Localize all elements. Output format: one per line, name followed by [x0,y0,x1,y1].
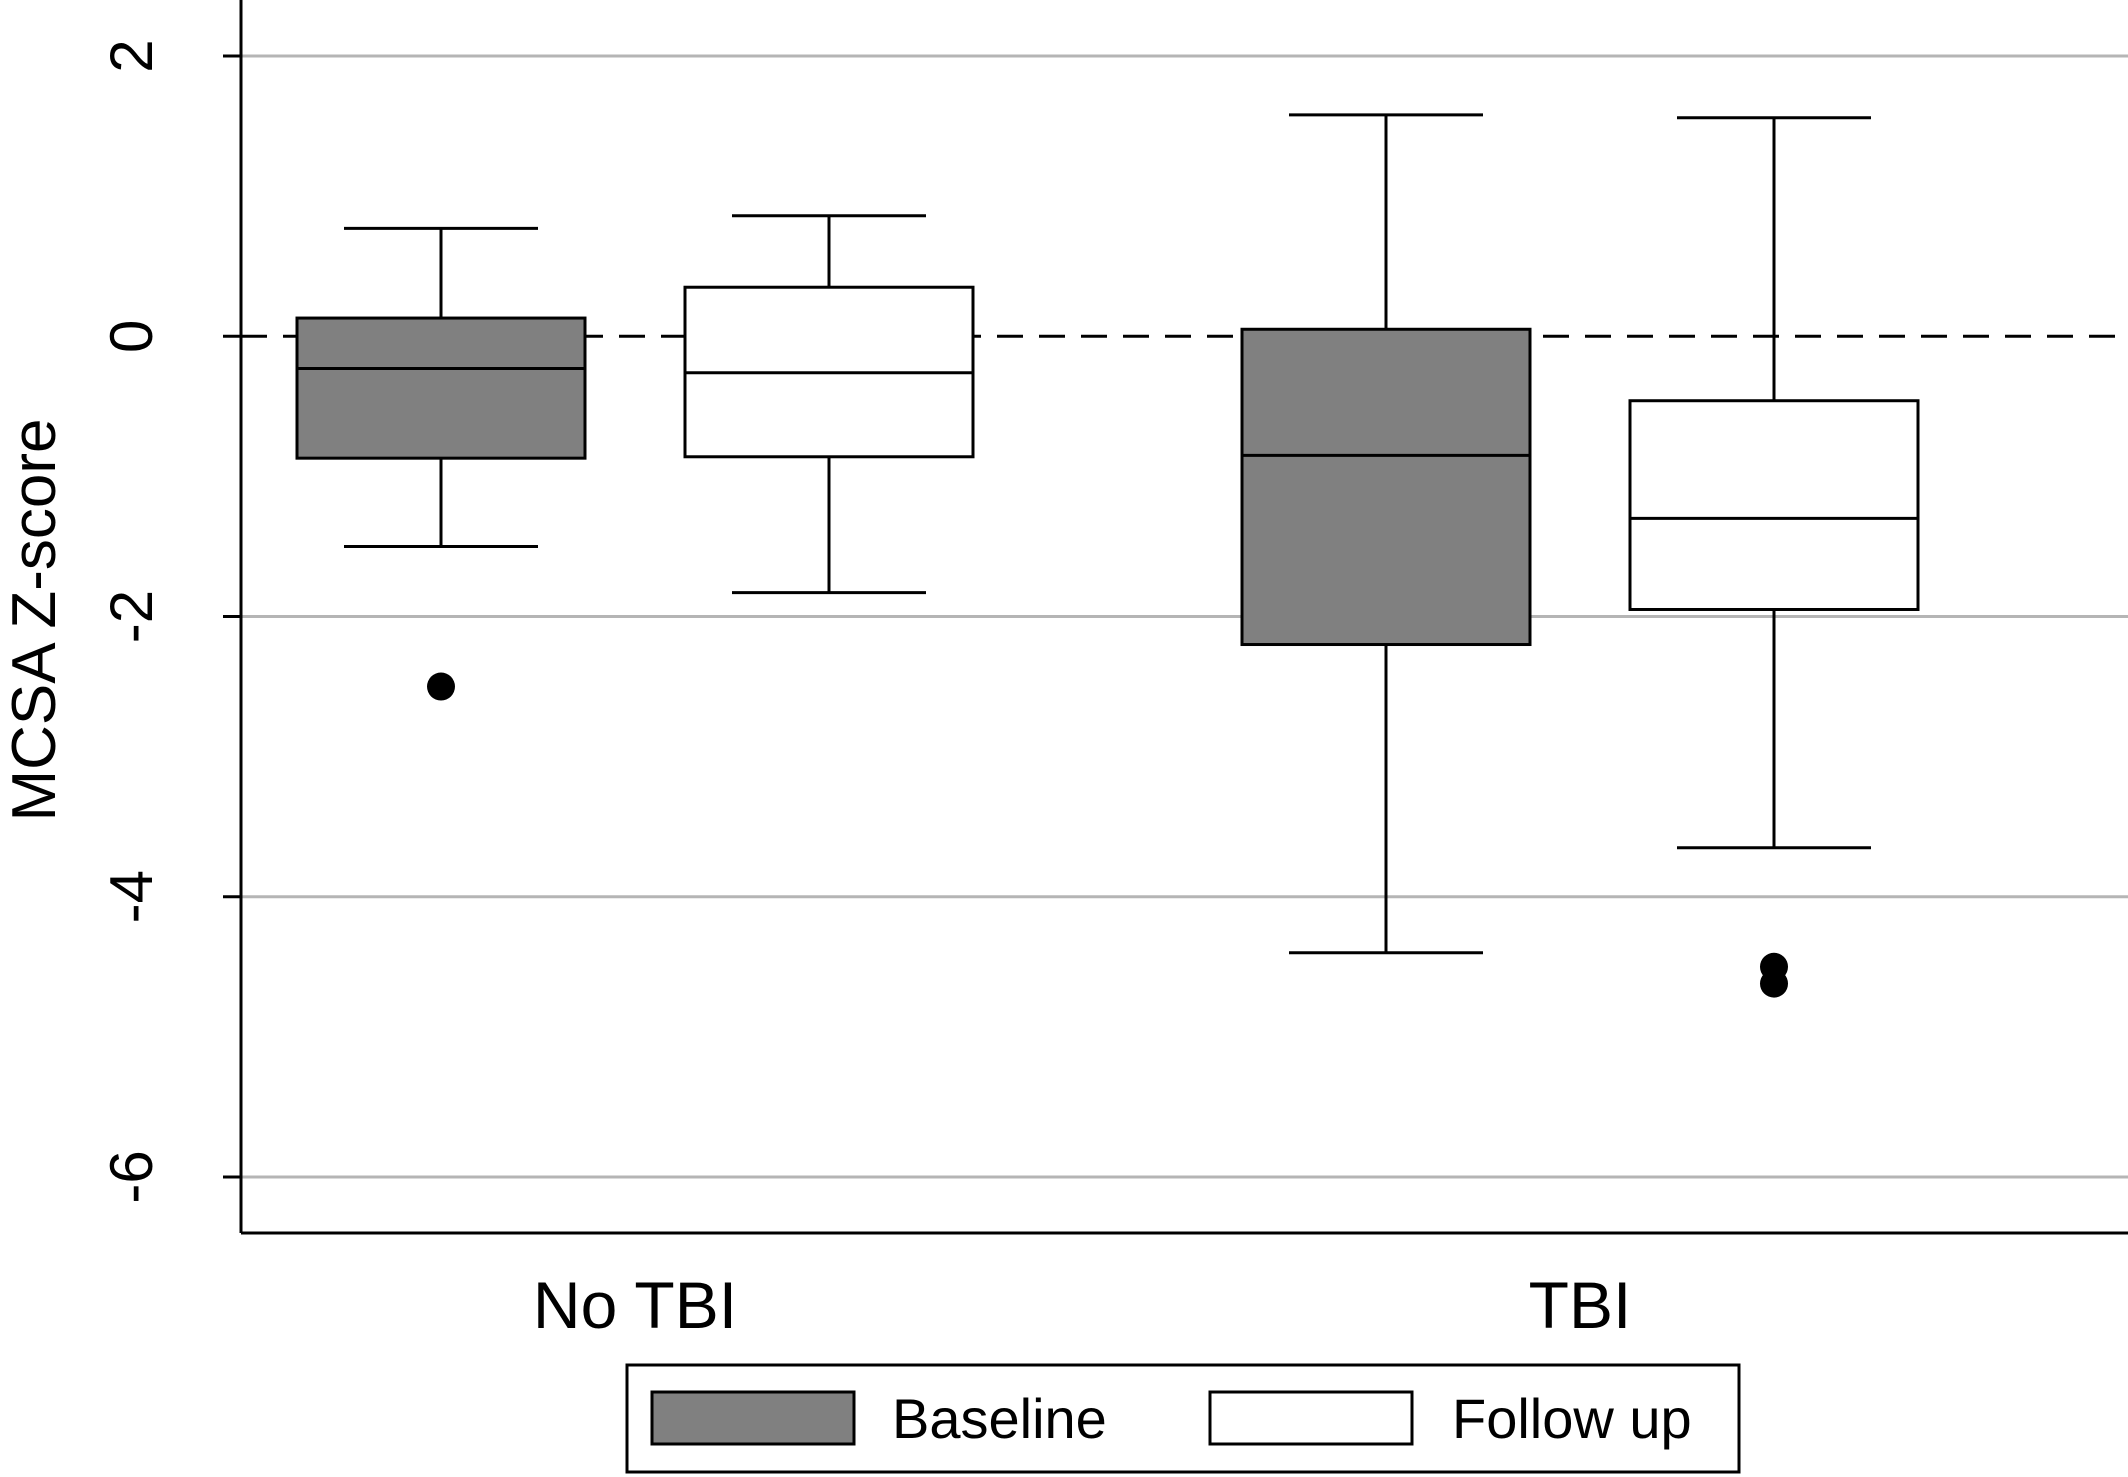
x-category-label: No TBI [533,1268,737,1342]
gridlines [241,54,2128,1179]
labels: 2 0 -2 -4 -6 No TBI TBI MCSA Z-score [0,39,1631,1342]
outlier-point [1760,969,1788,998]
box-baseline-no-tbi [295,226,587,701]
legend-label: Baseline [892,1387,1107,1450]
x-category-label: TBI [1529,1268,1632,1342]
boxes [295,113,1920,998]
y-tick-label: -2 [98,590,165,643]
y-tick-label: -6 [98,1150,165,1203]
legend-swatch [650,1390,856,1446]
outlier-point [427,672,455,701]
legend-swatch [1208,1390,1414,1446]
legend: Baseline Follow up [625,1363,1741,1474]
box-follow-up-no-tbi [683,214,975,595]
axes [223,0,2128,1235]
iqr-box [295,316,587,460]
box-follow-up-tbi [1628,116,1920,998]
legend-label: Follow up [1452,1387,1692,1450]
y-tick-label: 0 [98,320,165,353]
y-tick-label: 2 [98,39,165,72]
y-tick-label: -4 [98,870,165,923]
iqr-box [1240,327,1532,647]
iqr-box [1628,399,1920,611]
y-axis-title: MCSA Z-score [0,418,69,821]
box-baseline-tbi [1240,113,1532,955]
